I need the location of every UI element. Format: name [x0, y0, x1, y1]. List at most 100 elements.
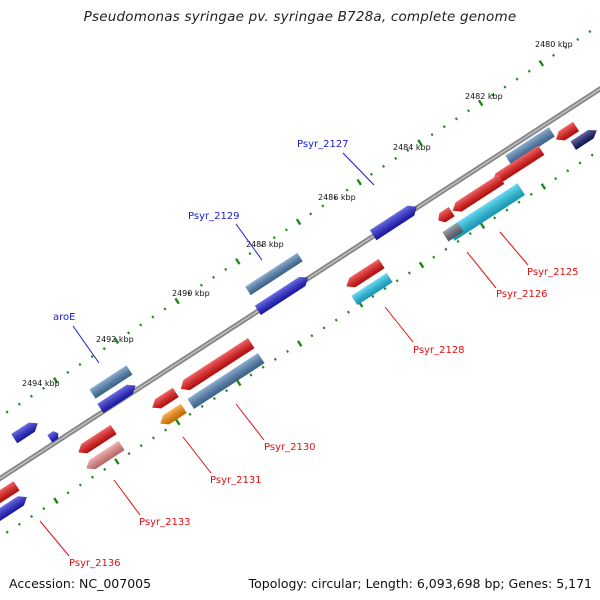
tick-mark	[296, 340, 303, 347]
gene-2134[interactable]	[47, 430, 60, 443]
tick-mark	[151, 436, 155, 440]
tick-mark	[467, 109, 471, 113]
tick-mark	[505, 208, 509, 212]
tick-mark	[103, 467, 107, 471]
label-connector	[342, 152, 375, 186]
tick-mark	[42, 386, 46, 390]
label-connector	[384, 306, 414, 343]
tick-mark	[249, 373, 253, 377]
tick-mark	[235, 258, 241, 265]
gene-label-bottom[interactable]: Psyr_2128	[413, 345, 465, 356]
gene-navy-fwd[interactable]	[570, 126, 600, 150]
tick-mark	[576, 37, 580, 42]
tick-mark	[477, 99, 484, 107]
tick-mark	[527, 69, 531, 73]
gene-psyr-2130-b[interactable]	[187, 353, 265, 409]
tick-mark	[442, 125, 446, 129]
gene-shading	[86, 440, 125, 470]
gene-2135[interactable]	[11, 419, 40, 444]
gene-shading	[47, 431, 59, 443]
gene-label-top[interactable]: aroE	[53, 312, 75, 323]
gene-psyr-2130-a[interactable]	[178, 338, 255, 394]
gene-shading	[570, 129, 597, 150]
gene-psyr-2126-cyan[interactable]	[446, 183, 526, 241]
gene-label-bottom[interactable]: Psyr_2133	[139, 517, 191, 528]
tick-mark	[417, 139, 423, 146]
tick-mark	[224, 267, 228, 271]
accession-label: Accession: NC_007005	[9, 576, 152, 591]
gene-psyr-2129-a[interactable]	[245, 252, 303, 296]
gene-shading	[351, 272, 393, 306]
gene-psyr-2128-a[interactable]	[343, 258, 385, 291]
gene-psyr-2126-grey[interactable]	[442, 222, 464, 242]
gene-psyr-2125-stripe[interactable]	[505, 127, 555, 165]
tick-mark	[53, 497, 59, 505]
label-connector	[466, 251, 497, 289]
tick-mark	[406, 148, 410, 153]
gene-psyr-2133-b[interactable]	[83, 440, 125, 473]
gene-psyr-2127[interactable]	[369, 202, 420, 241]
gene-psyr-2125[interactable]	[490, 145, 545, 187]
label-connector	[182, 436, 212, 474]
tick-mark	[371, 294, 375, 299]
gene-psyr-2133-a[interactable]	[75, 424, 117, 457]
gene-psyr-2128-b[interactable]	[351, 272, 393, 306]
tick-mark	[200, 404, 204, 408]
gene-label-bottom[interactable]: Psyr_2136	[69, 558, 121, 569]
tick-mark	[517, 200, 521, 204]
tick-mark	[322, 326, 326, 330]
tick-mark	[284, 228, 288, 232]
tick-mark	[174, 297, 180, 305]
gene-psyr-2129-b[interactable]	[254, 273, 311, 315]
scale-label: 2484 kbp	[393, 143, 431, 152]
tick-mark	[334, 318, 338, 322]
tick-mark	[345, 188, 349, 192]
tick-mark	[454, 117, 458, 121]
gene-shading	[438, 207, 455, 223]
tick-mark	[30, 514, 34, 518]
tick-mark	[554, 177, 558, 181]
gene-psyr-2126-b[interactable]	[435, 207, 455, 225]
tick-mark	[139, 323, 143, 327]
gene-psyr-2136-a[interactable]	[0, 481, 20, 507]
tick-mark	[151, 315, 155, 319]
tick-mark	[42, 507, 46, 511]
gene-label-bottom[interactable]: Psyr_2126	[496, 289, 548, 300]
tick-mark	[295, 218, 302, 226]
gene-psyr-2131-b[interactable]	[157, 403, 187, 428]
gene-shading	[245, 252, 303, 296]
gene-shading	[452, 174, 505, 212]
gene-shading	[89, 365, 133, 399]
tick-mark	[225, 389, 229, 393]
gene-psyr-2131-a[interactable]	[149, 387, 179, 412]
gene-label-bottom[interactable]: Psyr_2125	[527, 267, 579, 278]
gene-label-bottom[interactable]: Psyr_2131	[210, 475, 262, 486]
gene-aroe-b[interactable]	[97, 381, 138, 414]
gene-shading	[0, 481, 20, 503]
scale-label: 2486 kbp	[318, 193, 356, 202]
gene-label-top[interactable]: Psyr_2127	[297, 139, 349, 150]
gene-psyr-2126-a[interactable]	[450, 174, 505, 216]
gene-red-far[interactable]	[553, 121, 580, 144]
gene-aroe-a[interactable]	[89, 365, 133, 399]
tick-mark	[91, 475, 94, 479]
gene-shading	[78, 424, 117, 454]
label-connector	[72, 325, 100, 364]
gene-shading	[187, 353, 265, 409]
gene-shading	[0, 496, 27, 524]
tick-mark	[17, 522, 21, 526]
gene-label-top[interactable]: Psyr_2129	[188, 211, 240, 222]
scale-label: 2492 kbp	[96, 335, 134, 344]
gene-label-bottom[interactable]: Psyr_2130	[264, 442, 316, 453]
tick-mark	[430, 133, 434, 137]
tick-mark	[29, 394, 33, 398]
tick-mark	[248, 251, 252, 256]
tick-mark	[286, 349, 289, 354]
gene-shading	[446, 183, 526, 241]
tick-mark	[468, 232, 472, 236]
gene-2136-b[interactable]	[0, 492, 30, 524]
tick-mark	[590, 153, 594, 157]
label-connector	[113, 479, 141, 516]
scale-label: 2494 kbp	[22, 379, 60, 388]
